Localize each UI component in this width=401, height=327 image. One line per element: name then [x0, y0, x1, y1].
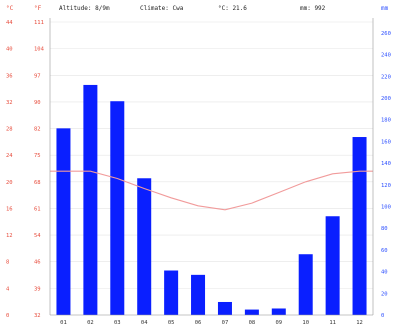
tick-month-12: 12 — [356, 320, 363, 326]
right-axis-ticks: 0 20 40 60 80 100 120 140 160 180 200 220 240 260 — [381, 31, 391, 319]
tick-c-24: 24 — [6, 153, 13, 159]
precip-bar-01 — [56, 128, 71, 315]
tick-mm-60: 60 — [381, 248, 388, 254]
tick-c-4: 4 — [6, 286, 10, 292]
tick-month-07: 07 — [222, 320, 229, 326]
tick-c-44: 44 — [6, 20, 13, 26]
tick-month-06: 06 — [195, 320, 202, 326]
tick-f-32: 32 — [34, 313, 41, 319]
tick-mm-0: 0 — [381, 313, 384, 319]
tick-f-82: 82 — [34, 127, 41, 133]
tick-f-54: 54 — [34, 233, 41, 239]
tick-f-111: 111 — [34, 20, 44, 26]
tick-f-75: 75 — [34, 153, 41, 159]
left-axis-ticks: 0 32 4 39 8 46 12 54 16 61 20 68 24 75 28 82 32 90 36 97 40 1… — [6, 20, 45, 319]
tick-f-104: 104 — [34, 47, 45, 53]
altitude-label: Altitude: 8/9m — [59, 5, 110, 12]
tick-month-02: 02 — [87, 320, 94, 326]
tick-month-04: 04 — [141, 320, 148, 326]
tick-mm-240: 240 — [381, 53, 391, 59]
tick-c-16: 16 — [6, 206, 13, 212]
tick-f-39: 39 — [34, 286, 41, 292]
tick-f-97: 97 — [34, 73, 41, 79]
tick-mm-100: 100 — [381, 204, 391, 210]
tick-f-90: 90 — [34, 100, 41, 106]
tick-f-46: 46 — [34, 260, 41, 266]
tick-mm-120: 120 — [381, 183, 391, 189]
tick-mm-20: 20 — [381, 291, 388, 297]
precip-bar-07 — [217, 301, 232, 315]
precip-bar-05 — [164, 270, 179, 315]
tick-month-03: 03 — [114, 320, 121, 326]
tick-c-36: 36 — [6, 73, 13, 79]
tick-month-10: 10 — [302, 320, 309, 326]
tick-c-0: 0 — [6, 313, 9, 319]
tick-mm-200: 200 — [381, 96, 391, 102]
tick-month-01: 01 — [60, 320, 67, 326]
precip-bar-10 — [298, 254, 313, 315]
tick-c-20: 20 — [6, 180, 13, 186]
precip-bar-02 — [83, 84, 98, 315]
tick-mm-80: 80 — [381, 226, 388, 232]
precip-bar-11 — [325, 216, 340, 315]
tick-month-05: 05 — [168, 320, 175, 326]
tick-f-61: 61 — [34, 206, 41, 212]
axis-units: °C °F mm — [6, 5, 389, 12]
tick-c-32: 32 — [6, 100, 13, 106]
temperature-label: °C: 21.6 — [218, 5, 247, 12]
tick-month-11: 11 — [329, 320, 336, 326]
tick-c-28: 28 — [6, 127, 13, 133]
tick-mm-160: 160 — [381, 139, 391, 145]
unit-mm: mm — [381, 5, 389, 12]
precip-bar-12 — [352, 137, 367, 315]
tick-mm-220: 220 — [381, 74, 391, 80]
precip-bar-08 — [244, 309, 259, 315]
precip-bar-06 — [191, 274, 206, 315]
climate-label: Climate: Cwa — [140, 5, 184, 12]
precipitation-bars — [56, 84, 367, 315]
unit-celsius: °C — [6, 5, 14, 12]
month-axis-ticks: 01 02 03 04 05 06 07 08 09 10 11 12 — [60, 320, 363, 326]
chart-header: Altitude: 8/9m Climate: Cwa °C: 21.6 mm:… — [59, 5, 326, 12]
tick-mm-40: 40 — [381, 270, 388, 276]
tick-c-12: 12 — [6, 233, 13, 239]
tick-f-68: 68 — [34, 180, 41, 186]
tick-month-08: 08 — [249, 320, 256, 326]
tick-c-8: 8 — [6, 260, 9, 266]
temperature-polyline — [50, 170, 373, 211]
tick-mm-260: 260 — [381, 31, 391, 37]
tick-mm-180: 180 — [381, 118, 391, 124]
precip-bar-04 — [137, 178, 152, 315]
tick-month-09: 09 — [275, 320, 282, 326]
precip-bar-09 — [271, 308, 286, 315]
unit-fahrenheit: °F — [34, 5, 42, 12]
tick-mm-140: 140 — [381, 161, 391, 167]
grid — [50, 21, 373, 316]
tick-c-40: 40 — [6, 47, 13, 53]
precip-bar-03 — [110, 101, 125, 315]
precipitation-label: mm: 992 — [300, 5, 326, 12]
temperature-line — [50, 170, 373, 211]
axes — [49, 18, 374, 316]
